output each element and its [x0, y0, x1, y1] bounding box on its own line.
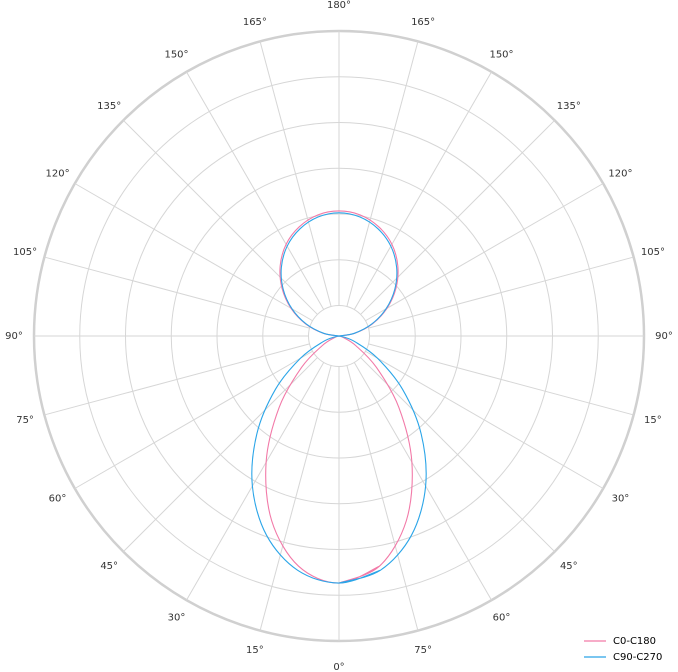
spoke-line — [368, 256, 634, 329]
angle-label: 90° — [5, 331, 23, 342]
spoke-line — [360, 119, 556, 315]
angle-label: 30° — [168, 612, 186, 623]
angle-label: 165° — [411, 17, 435, 28]
spoke-line — [353, 362, 492, 601]
angle-label: 30° — [612, 494, 630, 505]
angle-label: 90° — [655, 331, 673, 342]
angle-label: 135° — [557, 101, 581, 112]
spoke-line — [360, 357, 556, 553]
spoke-line — [353, 71, 492, 310]
angle-label: 60° — [49, 494, 67, 505]
spoke-line — [346, 365, 419, 631]
spoke-line — [122, 119, 318, 315]
angle-labels: 0° 15° 30° 45° 60° 75° 90° 105° 120° 135° 150° 165°… — [5, 0, 673, 672]
angle-label: 15° — [644, 415, 662, 426]
angle-label: 75° — [16, 415, 34, 426]
angle-label: 0° — [333, 662, 344, 672]
polar-grid — [32, 29, 646, 643]
spoke-line — [346, 41, 419, 307]
spoke-line — [186, 362, 325, 601]
spoke-line — [259, 365, 332, 631]
angle-label: 120° — [45, 169, 69, 180]
spoke-line — [259, 41, 332, 307]
legend-label: C0-C180 — [613, 636, 656, 647]
angle-label: 15° — [246, 645, 264, 656]
spoke-line — [44, 256, 310, 329]
spoke-line — [186, 71, 325, 310]
angle-label: 60° — [493, 612, 511, 623]
spoke-line — [122, 357, 318, 553]
angle-label: 165° — [243, 17, 267, 28]
spoke-line — [365, 183, 604, 322]
spoke-line — [74, 350, 313, 489]
angle-label: 105° — [641, 247, 665, 258]
spoke-line — [44, 343, 310, 416]
angle-label: 135° — [97, 101, 121, 112]
angle-label: 45° — [100, 561, 118, 572]
series-line-c90-c270 — [251, 212, 427, 584]
spoke-line — [368, 343, 634, 416]
angle-label: 105° — [13, 247, 37, 258]
spoke-line — [74, 183, 313, 322]
angle-label: 150° — [489, 50, 513, 61]
series-curves — [251, 210, 427, 584]
angle-label: 180° — [327, 0, 351, 11]
legend: C0-C180 C90-C270 — [584, 636, 662, 663]
spoke-line — [365, 350, 604, 489]
angle-label: 120° — [608, 169, 632, 180]
angle-label: 75° — [414, 645, 432, 656]
angle-label: 45° — [560, 561, 578, 572]
angle-label: 150° — [164, 50, 188, 61]
legend-label: C90-C270 — [613, 652, 662, 663]
series-line-c0-c180 — [265, 210, 413, 584]
